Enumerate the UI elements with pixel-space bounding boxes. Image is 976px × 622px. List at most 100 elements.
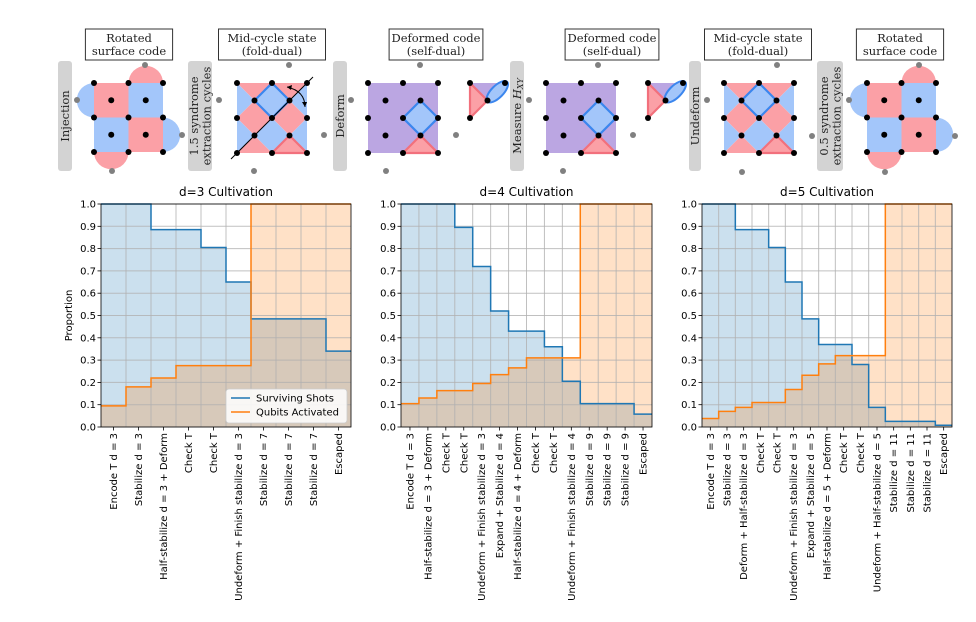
panel-title-line: Deformed code xyxy=(392,31,481,45)
step-label-text: Injection xyxy=(58,90,72,142)
qubit-dot xyxy=(543,115,549,121)
qubit-dot xyxy=(91,149,97,155)
qubit-dot xyxy=(738,132,745,139)
qubit-dot xyxy=(613,115,619,121)
step-label-math: H xyxy=(510,88,524,100)
panel-title-line: Mid-cycle state xyxy=(227,31,316,45)
ancilla-dot xyxy=(109,168,115,174)
x-tick-label: Half-stabilize d = 4 + Deform xyxy=(513,433,524,580)
panel-title-line: Mid-cycle state xyxy=(713,31,802,45)
panel-title-line: (fold-dual) xyxy=(242,44,302,58)
y-tick-label: 0.5 xyxy=(681,311,697,322)
plot-frame xyxy=(100,203,352,428)
diamond-stabilizer xyxy=(759,83,794,101)
qubit-dot xyxy=(125,149,132,155)
plot-frame xyxy=(400,203,653,428)
ancilla-dot xyxy=(74,97,80,103)
legend: Surviving Shots Qubits Activated xyxy=(225,388,348,424)
y-tick-label: 0.2 xyxy=(681,378,697,389)
x-tick-label: Stabilize d = 9 xyxy=(621,433,632,506)
qubit-dot xyxy=(898,80,905,86)
ancilla-dot xyxy=(526,97,532,103)
ancilla-dot xyxy=(846,97,852,103)
panel-title-box xyxy=(218,28,326,61)
y-axis-label: Proportion xyxy=(64,290,75,342)
qubit-dot xyxy=(578,150,584,156)
ancilla-dot xyxy=(251,168,257,174)
qubit-dot xyxy=(933,114,939,121)
qubit-dot xyxy=(680,80,686,86)
y-tick-label: 0.3 xyxy=(380,356,396,367)
qubit-dot xyxy=(791,115,797,121)
diamond-stabilizer xyxy=(724,135,759,153)
panel-title-line: (self-dual) xyxy=(583,44,641,58)
y-tick-label: 0.8 xyxy=(681,244,697,255)
ancilla-dot xyxy=(595,62,601,68)
legend-label-qubits: Qubits Activated xyxy=(256,408,339,419)
x-tick-label: Stabilize d = 7 xyxy=(284,433,295,506)
step-label-text: extraction cycles xyxy=(199,67,213,166)
y-tick-label: 0.6 xyxy=(380,289,396,300)
diamond-stabilizer xyxy=(289,83,307,118)
qubit-dot xyxy=(365,150,371,156)
highlighted-z-stabilizer xyxy=(757,134,796,155)
chart-3: 0.0 0.1 0.2 0.3 0.4 0.5 0.6 0.7 0.8 0.9 1.0 Encode … xyxy=(64,185,352,601)
x-tick-label: Encode T d = 3 xyxy=(706,433,717,510)
qubit-dot xyxy=(382,97,389,104)
qubit-dot xyxy=(864,149,870,155)
panel-title-box xyxy=(388,28,484,61)
y-tick-label: 0.8 xyxy=(380,244,396,255)
qubit-dot xyxy=(467,115,473,121)
series-fill-qubits xyxy=(702,204,952,427)
ancilla-dot xyxy=(348,97,354,103)
qubit-dot xyxy=(365,115,371,121)
x-tick-label: Half-stabilize d = 3 + Deform xyxy=(159,433,170,580)
arrow-head-icon xyxy=(302,102,307,107)
y-tick-label: 0.4 xyxy=(681,333,697,344)
qubit-dot xyxy=(484,97,491,104)
boundary-z-stabilizer xyxy=(128,65,163,83)
diamond-stabilizer xyxy=(759,135,794,153)
x-tick-label: Stabilize d = 11 xyxy=(923,433,934,512)
ancilla-dot xyxy=(383,168,389,174)
qubit-dot xyxy=(467,80,473,86)
y-tick-label: 0.8 xyxy=(80,244,96,255)
y-tick-label: 0.7 xyxy=(681,266,697,277)
x-tick-label: Half-stabilize d = 3 + Deform xyxy=(423,433,434,580)
x-tick-label: Check T xyxy=(209,432,220,473)
x-tick-label: Undeform + Finish stabilize d = 3 xyxy=(477,433,488,601)
series-fill-qubits xyxy=(101,204,351,427)
qubit-dot xyxy=(915,131,922,138)
qubit-dot xyxy=(645,115,651,121)
x-tick-label: Expand + Stabilize d = 5 xyxy=(806,433,817,558)
series-line-surviving xyxy=(101,203,351,352)
y-tick-label: 0.1 xyxy=(380,400,396,411)
z-stabilizer xyxy=(401,134,440,155)
series-fill-qubits xyxy=(401,204,652,427)
y-tick-label: 0.3 xyxy=(80,356,96,367)
qubit-dot xyxy=(502,80,508,86)
qubit-dot xyxy=(125,80,132,86)
y-tick-label: 0.3 xyxy=(681,356,697,367)
qubit-dot xyxy=(435,115,441,121)
ancilla-dot xyxy=(630,132,636,138)
diamond-stabilizer xyxy=(776,118,794,153)
ancilla-dot xyxy=(809,133,815,139)
x-tick-label: Escaped xyxy=(939,433,950,475)
x-tick-label: Stabilize d = 3 xyxy=(134,433,145,506)
ancilla-dot xyxy=(739,169,745,175)
ancilla-dot xyxy=(321,132,327,138)
x-tick-label: Undeform + Half-stabilize d = 5 xyxy=(873,433,884,592)
qubit-dot xyxy=(160,114,166,121)
x-tick-label: Check T xyxy=(531,432,542,473)
x-tick-label: Deform + Half-stabilize d = 3 xyxy=(739,433,750,580)
x-tick-label: Check T xyxy=(856,432,867,473)
diamond-stabilizer xyxy=(272,83,307,101)
step-label-pill xyxy=(188,61,212,171)
qubit-dot xyxy=(400,80,406,86)
qubit-dot xyxy=(864,80,870,86)
qubit-dot xyxy=(543,80,549,86)
x-tick-label: Check T xyxy=(839,432,850,473)
boundary-z-stabilizer xyxy=(901,65,936,83)
panel-midcycle: Mid-cycle state(fold-dual) xyxy=(704,28,815,175)
